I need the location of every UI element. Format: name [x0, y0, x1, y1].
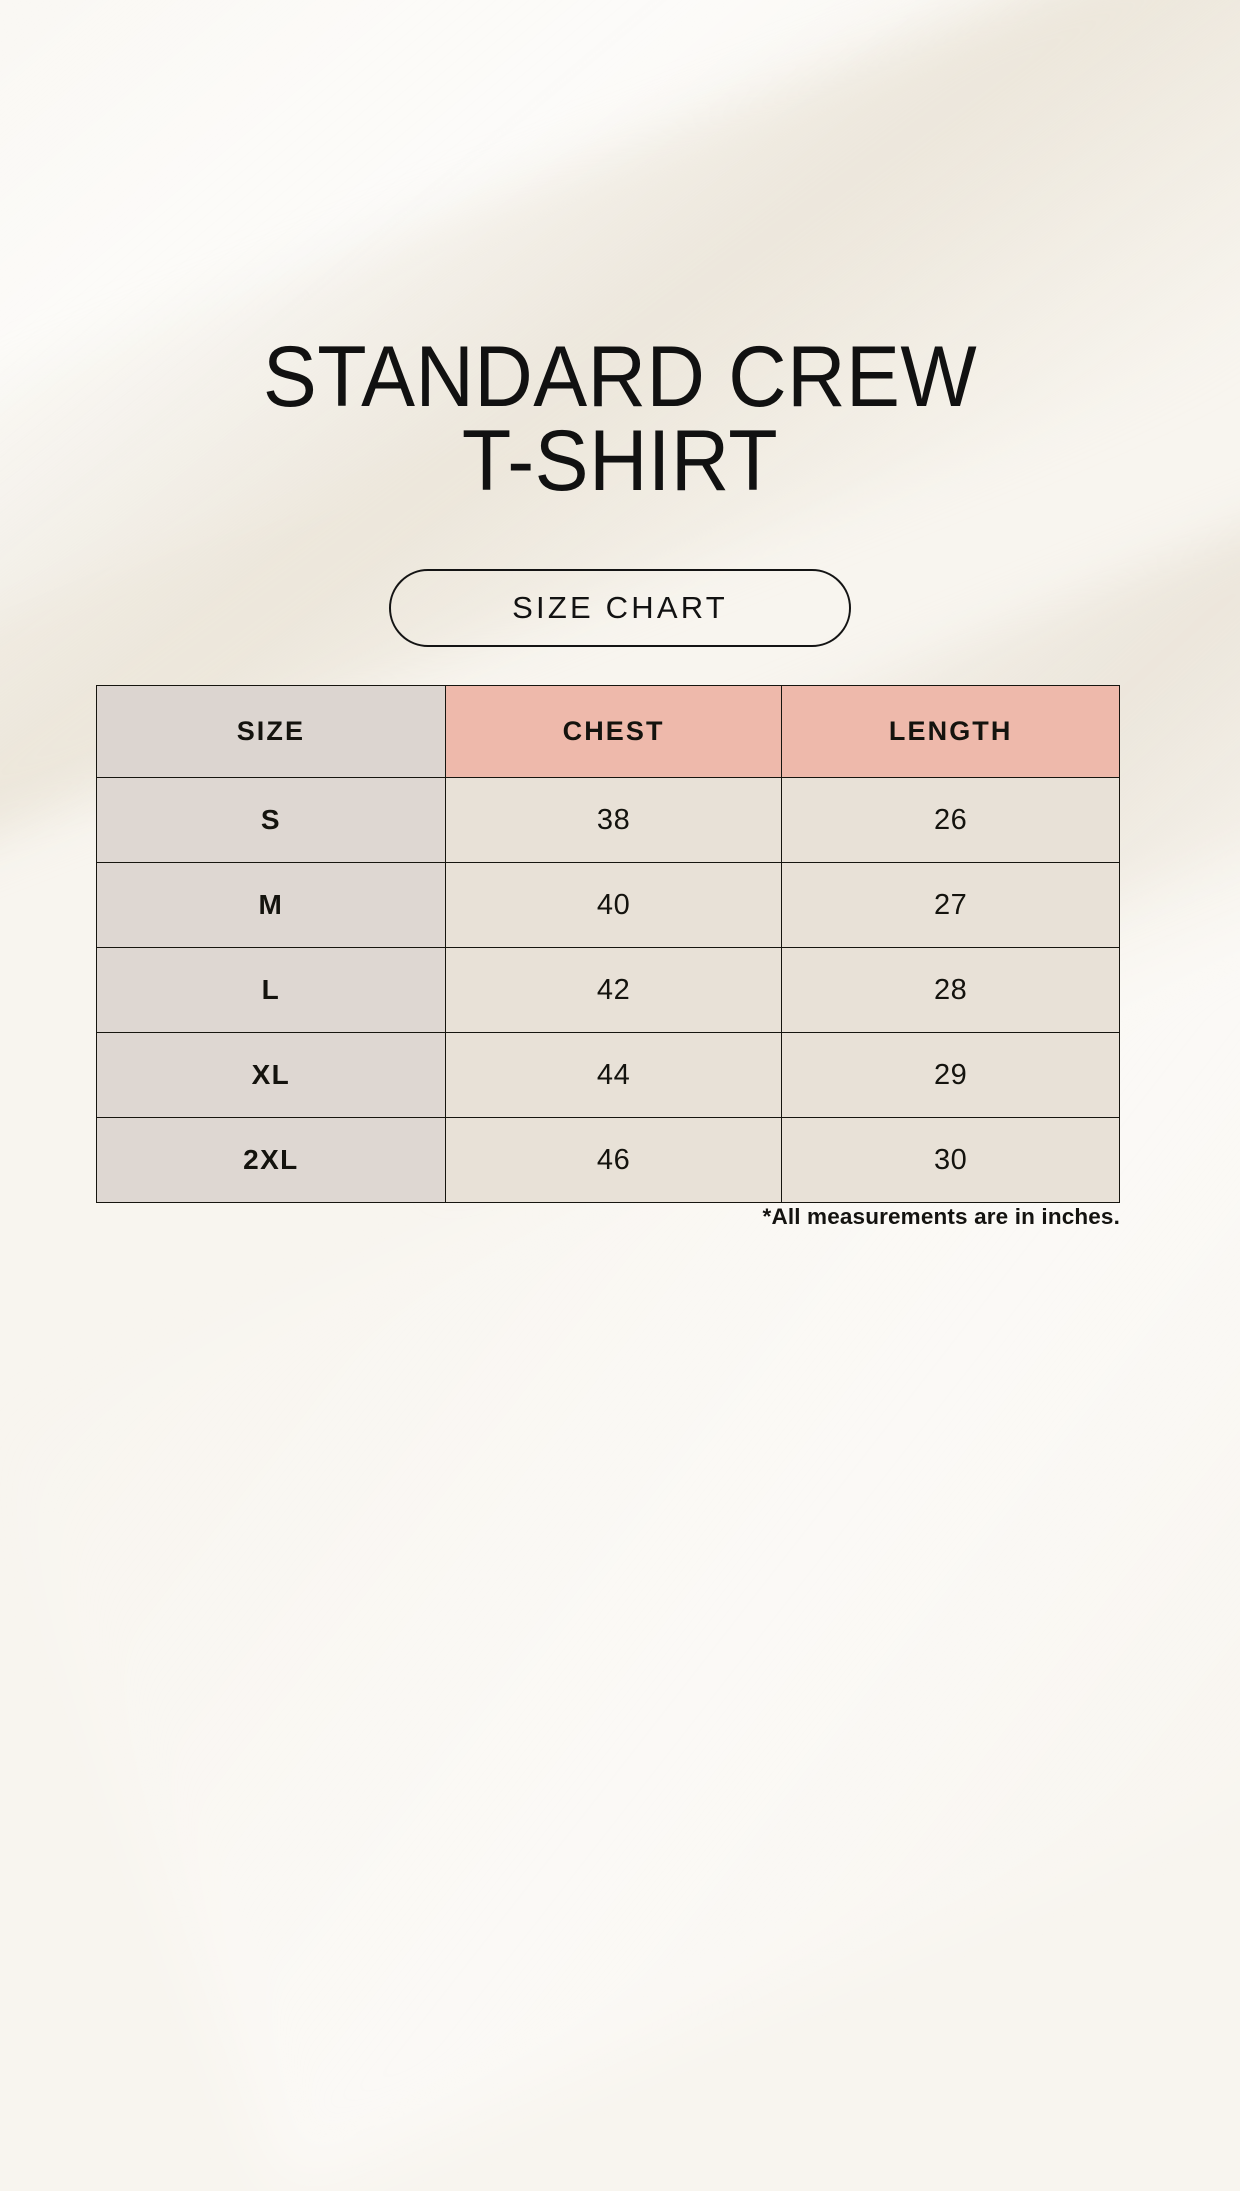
size-chart-badge-label: SIZE CHART [512, 590, 728, 625]
cell-length: 29 [781, 1032, 1120, 1118]
cell-size: XL [96, 1032, 446, 1118]
size-chart-badge: SIZE CHART [389, 569, 851, 647]
size-table-body: S 38 26 M 40 27 L 42 28 XL 44 29 [96, 777, 1120, 1203]
measurement-footnote: *All measurements are in inches. [762, 1204, 1120, 1229]
cell-length: 26 [781, 777, 1120, 863]
cell-chest: 40 [444, 862, 783, 948]
cell-length: 28 [781, 947, 1120, 1033]
cell-size: S [96, 777, 446, 863]
cell-chest: 46 [444, 1117, 783, 1203]
table-header-row: SIZE CHEST LENGTH [96, 685, 1120, 778]
cell-size: 2XL [96, 1117, 446, 1203]
cell-chest: 38 [444, 777, 783, 863]
table-row: S 38 26 [96, 777, 1120, 863]
table-row: M 40 27 [96, 862, 1120, 948]
column-header-chest: CHEST [444, 685, 783, 778]
table-row: XL 44 29 [96, 1032, 1120, 1118]
cell-length: 27 [781, 862, 1120, 948]
cell-size: M [96, 862, 446, 948]
cell-chest: 42 [444, 947, 783, 1033]
cell-length: 30 [781, 1117, 1120, 1203]
size-table-head: SIZE CHEST LENGTH [96, 685, 1120, 778]
title-block: STANDARD CREW T-SHIRT [0, 329, 1240, 510]
column-header-length: LENGTH [781, 685, 1120, 778]
size-chart-poster: STANDARD CREW T-SHIRT SIZE CHART SIZE CH… [0, 329, 1240, 1229]
size-table: SIZE CHEST LENGTH S 38 26 M 40 27 L [96, 685, 1120, 1203]
page-title: STANDARD CREW T-SHIRT [262, 329, 978, 510]
table-row: L 42 28 [96, 947, 1120, 1033]
size-table-container: SIZE CHEST LENGTH S 38 26 M 40 27 L [96, 685, 1120, 1203]
badge-row: SIZE CHART [0, 569, 1240, 647]
table-row: 2XL 46 30 [96, 1117, 1120, 1203]
cell-chest: 44 [444, 1032, 783, 1118]
column-header-size: SIZE [96, 685, 446, 778]
cell-size: L [96, 947, 446, 1033]
